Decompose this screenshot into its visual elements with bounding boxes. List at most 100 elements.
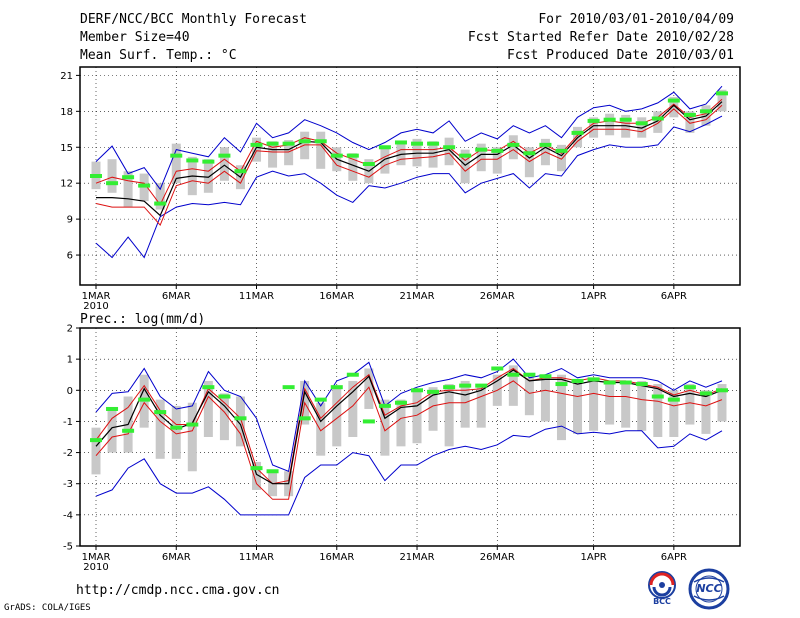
precip-ensemble-marker [491,366,504,371]
precip-ensemble-marker [378,403,391,408]
temp-ensemble-marker [603,117,616,122]
temp-spread-box [476,143,486,172]
precip-spread-box [219,393,229,441]
variable-label: Mean Surf. Temp.: °C [80,48,237,63]
temp-ytick-label: 15 [60,143,73,154]
temp-ensemble-marker [555,148,568,153]
temp-ensemble-marker [282,141,295,146]
precip-spread-box [621,380,631,428]
precip-spread-box [316,402,326,456]
temp-spread-box [605,113,615,136]
temp-ensemble-marker [266,141,279,146]
temp-ensemble-marker [330,153,343,158]
temp-spread-box [107,159,117,193]
temp-ensemble-marker [587,118,600,123]
precip-ytick-label: 0 [67,386,73,397]
precip-xtick-label: 6APR [661,552,687,563]
precip-ytick-label: -4 [63,510,73,521]
precip-spread-box [460,380,470,428]
precip-ytick-label: 2 [67,324,73,335]
temp-ensemble-marker [619,117,632,122]
precip-spread-box [171,405,181,459]
precip-ensemble-marker [427,389,440,394]
bcc-logo-text: BCC [653,597,671,606]
temp-ensemble-marker [523,151,536,156]
temp-ytick-label: 9 [67,215,73,226]
precip-ensemble-marker [651,394,664,399]
precip-spread-box [412,390,422,444]
precip-spread-box [605,380,615,425]
temp-spread-box [524,147,534,178]
precip-xtick-label: 11MAR [239,552,274,563]
temp-spread-box [284,140,294,166]
precip-spread-box [717,384,727,422]
precip-spread-box [685,384,695,425]
precip-label: Prec.: log(mm/d) [80,312,206,327]
temp-spread-box [653,111,663,133]
temp-ensemble-marker [138,183,151,188]
temp-ensemble-marker [539,142,552,147]
temp-ensemble-marker [491,148,504,153]
precip-ensemble-marker [330,385,343,390]
temp-ensemble-marker [699,109,712,114]
temp-xtick-label: 21MAR [399,291,434,302]
precip-ensemble-marker [555,382,568,387]
temp-spread-box [171,143,181,184]
precip-spread-box [556,374,566,441]
precip-ensemble-marker [571,378,584,383]
precip-ensemble-marker [250,466,263,471]
precip-xtick-label: 1APR [580,552,606,563]
temp-lower-line [95,104,723,227]
precip-ensemble-marker [218,394,231,399]
precip-ensemble-marker [411,388,424,393]
temp-ensemble-marker [202,159,215,164]
precip-ensemble-marker [122,428,135,433]
temp-spread-box [155,183,165,210]
temp-frame [79,66,741,286]
temp-spread-box [444,137,454,166]
precip-ytick-label: 1 [67,355,73,366]
temp-ensemble-marker [716,91,728,96]
precip-spread-box [653,384,663,437]
temp-spread-box [123,171,133,208]
precip-spread-box [91,427,101,475]
temp-ensemble-marker [394,140,407,145]
precip-xtick-label: 21MAR [399,552,434,563]
precip-spread-box [107,408,117,453]
temp-ensemble-marker [170,153,183,158]
precip-spread-box [669,390,679,437]
temp-ensemble-marker [234,169,247,174]
precip-ensemble-marker [475,383,488,388]
temp-ensemble-marker [683,112,696,117]
precip-xtick-year: 2010 [83,562,108,573]
bcc-logo: BCC [641,570,683,608]
temp-spread-box [492,147,502,174]
ncc-logo: NCC [685,568,733,610]
temp-spread-box [219,147,229,181]
precip-spread-box [444,384,454,447]
precip-xtick-label: 1MAR [82,552,111,563]
precip-ensemble-marker [154,410,167,415]
temp-ensemble-marker [411,141,424,146]
precip-spread-box [508,365,518,406]
temp-ensemble-marker [90,174,102,178]
precip-ytick-label: -2 [63,448,73,459]
temp-ensemble-marker [443,145,456,150]
temp-spread-box [508,135,518,160]
precip-xtick-label: 6MAR [162,552,191,563]
precip-spread-box [348,380,358,437]
source-url[interactable]: http://cmdp.ncc.cma.gov.cn [76,583,280,598]
forecast-period: For 2010/03/01-2010/04/09 [538,12,734,27]
precip-ensemble-marker [186,422,199,427]
precip-ensemble-marker [523,372,536,377]
precip-spread-box [476,384,486,428]
forecast-produced-date: Fcst Produced Date 2010/03/01 [507,48,734,63]
temp-ensemble-marker [314,139,327,144]
temp-ensemble-marker [378,145,391,150]
temp-spread-box [203,159,213,193]
precip-ensemble-marker [394,400,407,405]
temp-ytick-label: 6 [67,251,73,262]
precip-ensemble-marker [90,438,102,443]
temp-ensemble-marker [459,153,472,158]
